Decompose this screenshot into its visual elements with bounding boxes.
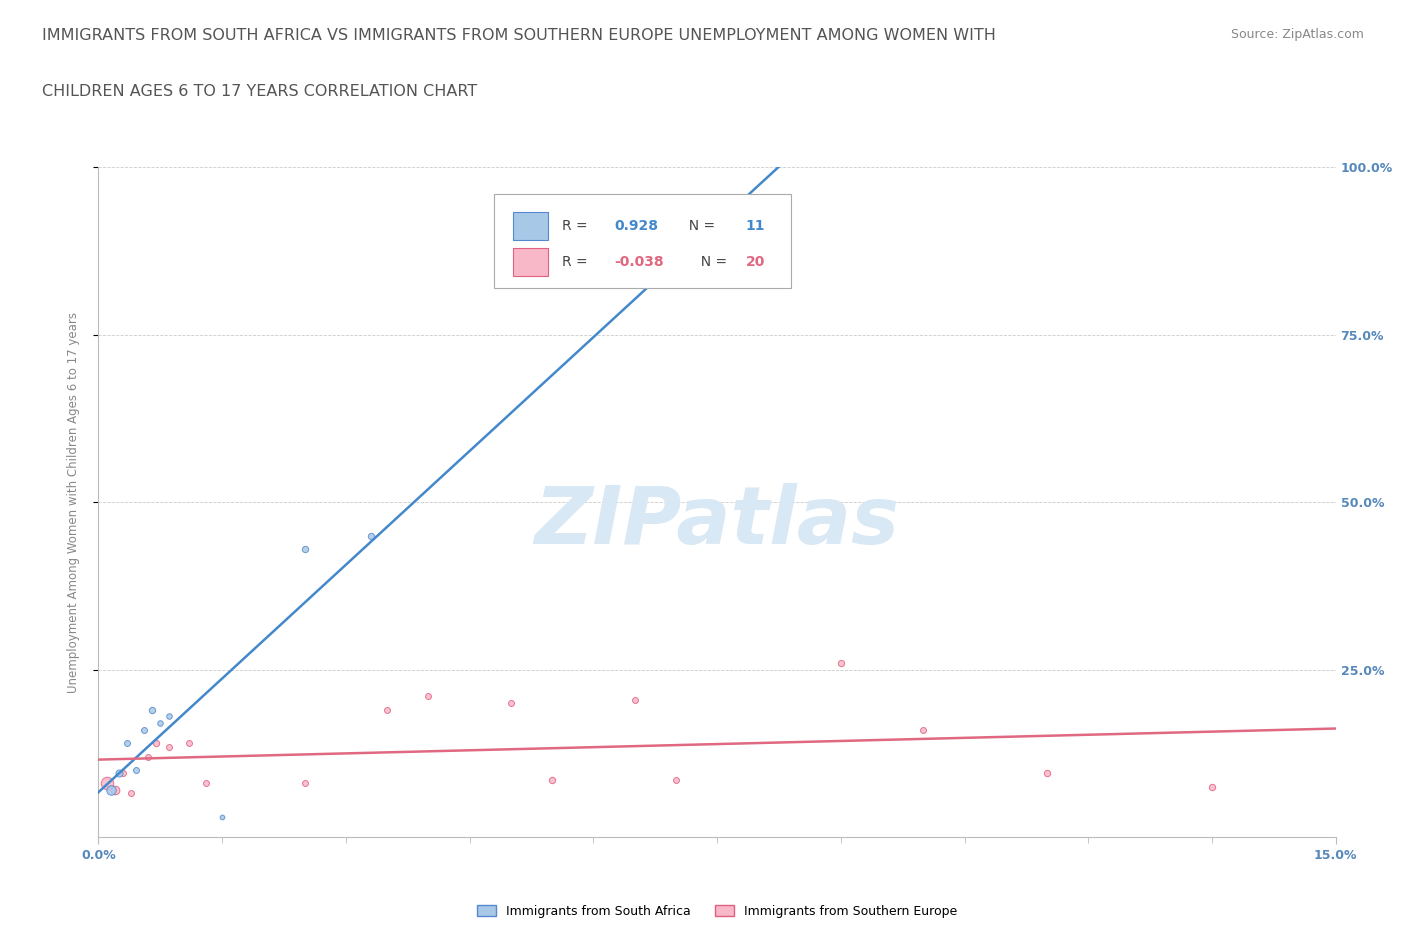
FancyBboxPatch shape <box>513 247 547 276</box>
Point <box>108 766 131 781</box>
Point <box>360 528 382 543</box>
Point <box>136 750 159 764</box>
Legend: Immigrants from South Africa, Immigrants from Southern Europe: Immigrants from South Africa, Immigrants… <box>477 905 957 918</box>
Point <box>141 702 163 717</box>
Point <box>120 786 142 801</box>
FancyBboxPatch shape <box>495 194 792 288</box>
Point <box>541 773 564 788</box>
Point <box>623 692 645 707</box>
Point <box>157 739 180 754</box>
Point <box>418 689 440 704</box>
Point <box>132 723 155 737</box>
Point <box>375 702 398 717</box>
Text: Source: ZipAtlas.com: Source: ZipAtlas.com <box>1230 28 1364 41</box>
Point <box>665 773 688 788</box>
Point <box>194 776 217 790</box>
Point <box>499 696 522 711</box>
Text: 20: 20 <box>745 255 765 269</box>
Point <box>117 736 139 751</box>
Point <box>1036 766 1059 781</box>
Point <box>211 809 233 824</box>
Text: 11: 11 <box>745 219 765 232</box>
Point <box>1201 779 1223 794</box>
Point <box>112 766 135 781</box>
Text: -0.038: -0.038 <box>614 255 664 269</box>
Point <box>157 709 180 724</box>
Text: N =: N = <box>681 219 720 232</box>
Point <box>294 541 316 556</box>
Text: ZIPatlas: ZIPatlas <box>534 484 900 562</box>
Text: 0.928: 0.928 <box>614 219 658 232</box>
Point <box>830 656 852 671</box>
Text: N =: N = <box>692 255 731 269</box>
Point <box>100 783 122 798</box>
Point <box>294 776 316 790</box>
Text: IMMIGRANTS FROM SOUTH AFRICA VS IMMIGRANTS FROM SOUTHERN EUROPE UNEMPLOYMENT AMO: IMMIGRANTS FROM SOUTH AFRICA VS IMMIGRAN… <box>42 28 995 43</box>
Point <box>104 783 127 798</box>
Point <box>145 736 167 751</box>
Point <box>179 736 201 751</box>
Point <box>124 763 146 777</box>
FancyBboxPatch shape <box>513 212 547 240</box>
Y-axis label: Unemployment Among Women with Children Ages 6 to 17 years: Unemployment Among Women with Children A… <box>67 312 80 693</box>
Point <box>912 723 935 737</box>
Text: CHILDREN AGES 6 TO 17 YEARS CORRELATION CHART: CHILDREN AGES 6 TO 17 YEARS CORRELATION … <box>42 84 478 99</box>
Text: R =: R = <box>562 255 592 269</box>
Point <box>96 776 118 790</box>
Text: R =: R = <box>562 219 592 232</box>
Point <box>149 716 172 731</box>
